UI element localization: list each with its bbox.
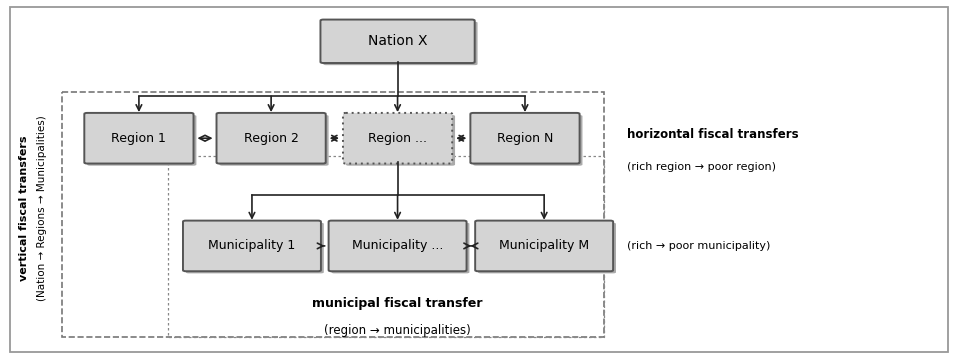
Text: Municipality ...: Municipality ... [352, 239, 444, 252]
FancyBboxPatch shape [475, 220, 613, 271]
Text: horizontal fiscal transfers: horizontal fiscal transfers [627, 128, 799, 141]
Text: (rich region → poor region): (rich region → poor region) [627, 162, 777, 172]
Text: Region N: Region N [497, 132, 553, 145]
Bar [62, 92, 604, 337]
FancyBboxPatch shape [219, 115, 329, 166]
FancyBboxPatch shape [84, 113, 194, 164]
FancyBboxPatch shape [473, 115, 582, 166]
Text: (rich → poor municipality): (rich → poor municipality) [627, 241, 771, 251]
Bar [168, 156, 604, 337]
FancyBboxPatch shape [346, 115, 455, 166]
Text: (Nation → Regions → Municipalities): (Nation → Regions → Municipalities) [37, 115, 47, 301]
FancyBboxPatch shape [331, 223, 469, 274]
Text: Region ...: Region ... [368, 132, 427, 145]
Text: (region → municipalities): (region → municipalities) [324, 324, 471, 337]
Text: municipal fiscal transfer: municipal fiscal transfer [312, 297, 483, 310]
FancyBboxPatch shape [329, 220, 467, 271]
Text: Region 2: Region 2 [243, 132, 299, 145]
FancyBboxPatch shape [320, 19, 474, 63]
FancyBboxPatch shape [478, 223, 616, 274]
FancyBboxPatch shape [87, 115, 196, 166]
Text: Municipality M: Municipality M [499, 239, 589, 252]
Text: vertical fiscal transfers: vertical fiscal transfers [19, 135, 29, 281]
FancyBboxPatch shape [183, 220, 321, 271]
FancyBboxPatch shape [323, 22, 477, 65]
Text: Region 1: Region 1 [111, 132, 167, 145]
FancyBboxPatch shape [217, 113, 326, 164]
FancyBboxPatch shape [470, 113, 580, 164]
Text: Nation X: Nation X [368, 34, 427, 48]
FancyBboxPatch shape [343, 113, 452, 164]
Text: Municipality 1: Municipality 1 [208, 239, 296, 252]
FancyBboxPatch shape [186, 223, 324, 274]
